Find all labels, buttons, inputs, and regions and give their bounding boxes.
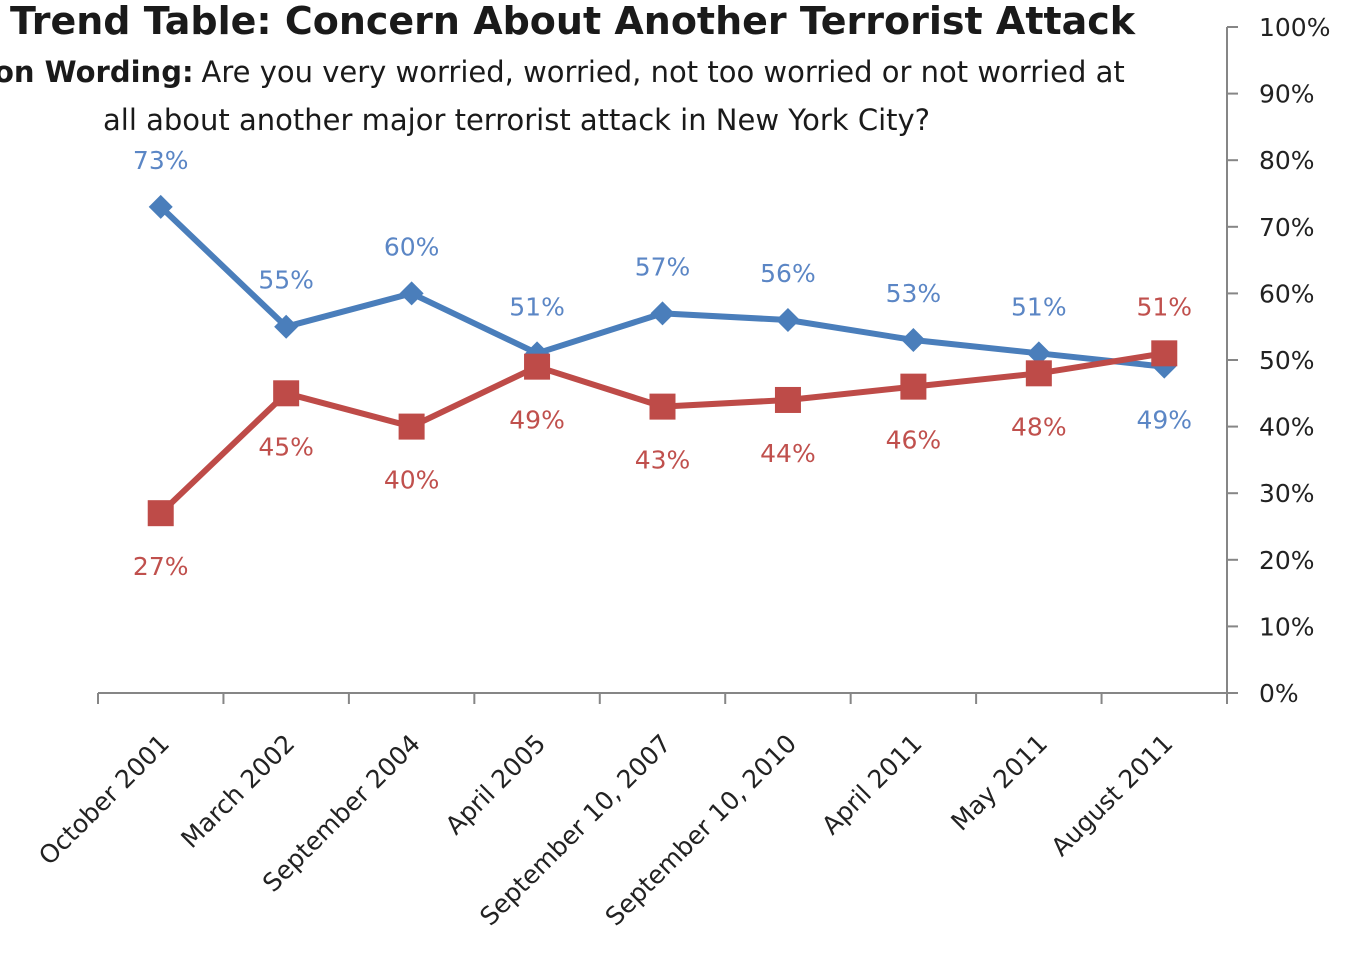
chart-subtitle-line1: on Wording: Are you very worried, worried… — [0, 55, 1125, 89]
y-tick-label: 10% — [1259, 612, 1315, 641]
y-tick-label: 30% — [1259, 479, 1315, 508]
x-category-label: October 2001 — [33, 729, 175, 871]
series-2-data-label: 49% — [509, 406, 565, 435]
series-1-data-label: 57% — [635, 252, 691, 281]
chart-subtitle-line2: all about another major terrorist attack… — [103, 103, 930, 137]
series-1-marker — [148, 194, 173, 219]
series-1-marker — [1026, 341, 1051, 366]
series-2-marker — [147, 500, 174, 527]
y-tick-label: 100% — [1259, 13, 1330, 42]
series-1-data-label: 56% — [760, 259, 816, 288]
series-2-marker — [774, 386, 801, 413]
series-2-marker — [398, 413, 425, 440]
x-category-label: April 2011 — [816, 729, 928, 841]
series-1-data-label: 49% — [1136, 406, 1192, 435]
series-1-marker — [775, 308, 800, 333]
series-2-data-label: 27% — [133, 552, 189, 581]
series-2-marker — [524, 353, 551, 380]
y-tick-label: 60% — [1259, 279, 1315, 308]
y-tick-label: 50% — [1259, 346, 1315, 375]
series-2-data-label: 40% — [384, 466, 440, 495]
series-2-marker — [1151, 340, 1178, 367]
series-2-marker — [273, 380, 300, 407]
series-1-marker — [901, 328, 926, 353]
y-tick-label: 40% — [1259, 413, 1315, 442]
y-tick-label: 0% — [1259, 679, 1299, 708]
chart-title: Trend Table: Concern About Another Terro… — [10, 0, 1136, 43]
x-category-label: March 2002 — [175, 729, 300, 854]
series-1-data-label: 51% — [1011, 292, 1067, 321]
series-1-marker — [274, 314, 299, 339]
y-tick-label: 90% — [1259, 80, 1315, 109]
series-1-marker — [650, 301, 675, 326]
series-2-marker — [900, 373, 927, 400]
series-1-data-label: 73% — [133, 146, 189, 175]
series-1-data-label: 53% — [886, 279, 942, 308]
subtitle-question-part1: Are you very worried, worried, not too w… — [202, 55, 1125, 89]
series-1-marker — [399, 281, 424, 306]
y-tick-label: 80% — [1259, 146, 1315, 175]
series-2-data-label: 45% — [258, 432, 314, 461]
subtitle-bold: on Wording: — [0, 55, 194, 89]
series-2-data-label: 51% — [1136, 292, 1192, 321]
series-2-data-label: 44% — [760, 439, 816, 468]
series-2-marker — [1025, 360, 1052, 387]
x-category-label: May 2011 — [945, 729, 1053, 837]
series-1-data-label: 60% — [384, 232, 440, 261]
series-1-data-label: 55% — [258, 266, 314, 295]
x-category-label: April 2005 — [440, 729, 552, 841]
y-tick-label: 20% — [1259, 546, 1315, 575]
series-2-marker — [649, 393, 676, 420]
series-1-data-label: 51% — [509, 292, 565, 321]
series-2-data-label: 43% — [635, 446, 691, 475]
series-2-data-label: 46% — [886, 426, 942, 455]
data-labels: 73% 55% 60% 51% 57% 56% 53% 51% 49% 27% 45% 40% 49% 4… — [133, 146, 1192, 581]
x-category-label: August 2011 — [1046, 729, 1179, 862]
y-tick-label: 70% — [1259, 213, 1315, 242]
series-2-data-label: 48% — [1011, 412, 1067, 441]
series-layer — [147, 194, 1178, 527]
